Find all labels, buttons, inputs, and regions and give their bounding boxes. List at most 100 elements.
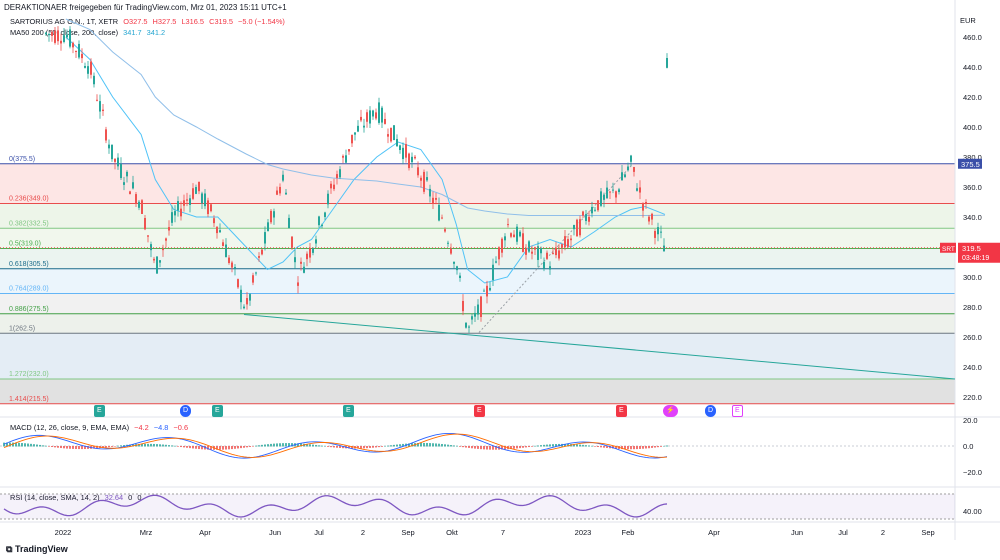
macd-histogram-bar [186, 446, 188, 448]
candle-body [177, 201, 179, 211]
macd-histogram-bar [210, 446, 212, 450]
macd-histogram-bar [153, 443, 155, 447]
ma200-value: 341.2 [146, 28, 166, 37]
candle-body [237, 279, 239, 288]
macd-histogram-bar [132, 444, 134, 447]
candle-body [339, 169, 341, 178]
candle-body [576, 219, 578, 237]
open-value: O327.5 [123, 17, 148, 26]
candle-body [255, 272, 257, 274]
fib-band [0, 248, 955, 269]
price-tick-label: 400.0 [963, 123, 982, 132]
candle-body [603, 194, 605, 200]
macd-histogram-bar [657, 446, 659, 448]
candle-body [414, 156, 416, 159]
macd-histogram-bar [468, 446, 470, 448]
macd-histogram-bar [156, 444, 158, 447]
macd-histogram-bar [390, 445, 392, 447]
macd-histogram-bar [411, 443, 413, 447]
candle-body [102, 109, 104, 112]
candle-body [132, 182, 134, 189]
macd-tick-label: 0.0 [963, 442, 973, 451]
macd-histogram-bar [54, 446, 56, 448]
symbol-name[interactable]: SARTORIUS AG O.N., 1T, XETR [10, 17, 119, 26]
candle-body [489, 287, 491, 291]
candle-body [648, 216, 650, 222]
event-badge-div[interactable]: D [180, 405, 192, 417]
fib-top-tag [958, 158, 982, 169]
candle-body [495, 261, 497, 263]
candle-body [585, 214, 587, 222]
rsi-label[interactable]: RSI (14, close, SMA, 14, 2) [10, 493, 100, 502]
high-value: H327.5 [152, 17, 177, 26]
candle-body [174, 211, 176, 216]
candle-body [483, 290, 485, 292]
macd-histogram-bar [51, 446, 53, 448]
macd-histogram-bar [651, 446, 653, 448]
tradingview-logo[interactable]: ⧉ TradingView [6, 544, 68, 554]
macd-signal-line [3, 433, 668, 458]
macd-histogram-bar [456, 445, 458, 447]
candle-body [96, 99, 98, 101]
event-badge-div[interactable]: D [705, 405, 717, 417]
event-badge-earnred[interactable]: E [474, 405, 485, 417]
macd-histogram-bar [462, 446, 464, 448]
macd-histogram-bar [261, 444, 263, 447]
candle-body [189, 198, 191, 205]
macd-label[interactable]: MACD (12, 26, close, 9, EMA, EMA) [10, 423, 130, 432]
candle-body [303, 266, 305, 273]
candle-body [252, 275, 254, 283]
candle-body [165, 238, 167, 241]
candle-body [300, 261, 302, 264]
macd-histogram-bar [66, 446, 68, 449]
candle-body [486, 285, 488, 297]
candle-body [534, 247, 536, 250]
price-tick-label: 280.0 [963, 303, 982, 312]
macd-histogram-bar [180, 446, 182, 448]
candle-body [462, 300, 464, 312]
time-tick-label: Apr [199, 528, 211, 537]
candle-body [471, 316, 473, 320]
macd-histogram-bar [69, 446, 71, 449]
candle-body [63, 35, 65, 42]
macd-histogram-bar [513, 446, 515, 449]
candle-body [51, 32, 53, 36]
macd-histogram-bar [270, 443, 272, 447]
macd-histogram-bar [378, 446, 380, 448]
event-badge-earn[interactable]: E [343, 405, 354, 417]
candle-body [426, 177, 428, 181]
macd-histogram-bar [276, 443, 278, 447]
candle-body [210, 204, 212, 212]
macd-histogram-bar [30, 443, 32, 447]
candle-body [93, 75, 95, 85]
macd-histogram-bar [201, 446, 203, 450]
event-badge-earnred[interactable]: E [616, 405, 627, 417]
candle-body [618, 189, 620, 193]
event-badge-split[interactable]: ⚡ [663, 405, 678, 417]
event-badge-earn[interactable]: E [94, 405, 105, 417]
candle-body [180, 208, 182, 217]
candle-body [570, 238, 572, 241]
event-badge-earn[interactable]: E [212, 405, 223, 417]
candle-body [636, 188, 638, 191]
macd-histogram-bar [585, 445, 587, 447]
macd-line-value: −4.8 [153, 423, 169, 432]
event-badge-future[interactable]: E [732, 405, 743, 417]
macd-histogram-bar [471, 446, 473, 449]
fib-label: 0.764(289.0) [9, 286, 49, 293]
candle-body [549, 266, 551, 270]
macd-tick-label: 20.0 [963, 416, 978, 425]
candle-body [375, 112, 377, 119]
candle-body [357, 125, 359, 132]
candle-body [144, 218, 146, 230]
candle-body [171, 212, 173, 223]
macd-histogram-bar [624, 446, 626, 450]
publisher-header: DERAKTIONAER freigegeben für TradingView… [4, 3, 287, 12]
macd-histogram-bar [150, 443, 152, 447]
macd-histogram-bar [81, 446, 83, 450]
last-price-value: 319.5 [962, 244, 981, 253]
fib-band [0, 379, 955, 404]
fib-label: 0.618(305.5) [9, 261, 49, 268]
macd-histogram-bar [441, 443, 443, 447]
